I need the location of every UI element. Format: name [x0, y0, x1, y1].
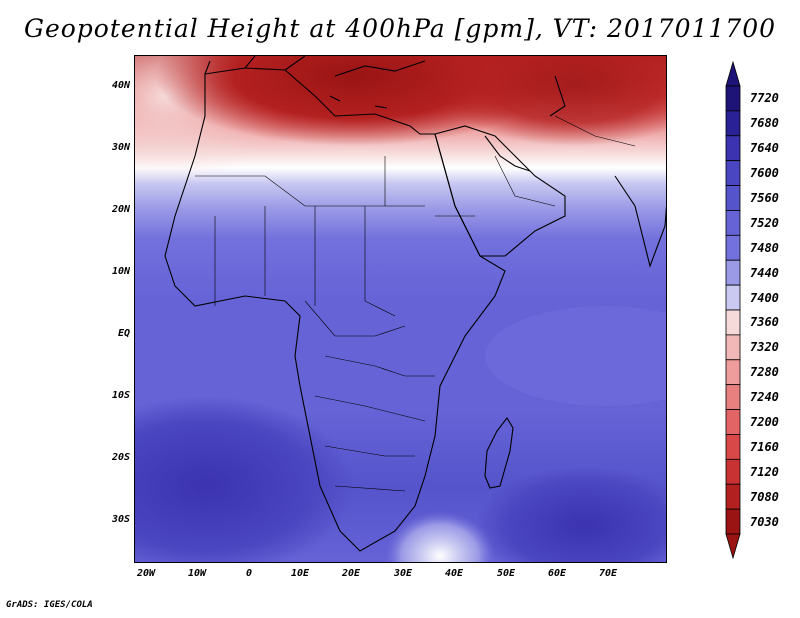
colorbar-label: 7480	[750, 240, 779, 255]
lat-label-10n: 10N	[111, 266, 130, 277]
colorbar	[725, 60, 741, 560]
lon-label-50e: 50E	[496, 568, 516, 579]
lon-label-10w: 10W	[187, 568, 207, 579]
colorbar-label: 7520	[750, 215, 779, 230]
colorbar-bottom-arrow	[725, 533, 741, 560]
colorbar-label: 7680	[750, 116, 779, 131]
colorbar-label: 7280	[750, 365, 779, 380]
map-panel	[134, 55, 667, 563]
colorbar-label: 7160	[750, 439, 779, 454]
geopotential-field	[135, 56, 666, 562]
colorbar-swatch	[725, 85, 741, 112]
coastlines	[164, 56, 666, 552]
colorbar-label: 7640	[750, 141, 779, 156]
map-title: Geopotential Height at 400hPa [gpm], VT:…	[23, 14, 777, 43]
lat-label-40n: 40N	[111, 80, 130, 91]
colorbar-swatch	[725, 409, 741, 435]
colorbar-swatch	[725, 309, 741, 336]
colorbar-swatch	[725, 458, 741, 485]
colorbar-swatch	[725, 234, 741, 261]
colorbar-swatch	[725, 384, 741, 410]
colorbar-swatch	[725, 135, 741, 162]
lon-label-70e: 70E	[598, 568, 618, 579]
colorbar-label: 7080	[750, 489, 779, 504]
colorbar-label: 7360	[750, 315, 779, 330]
colorbar-swatch	[725, 160, 741, 186]
colorbar-label: 7600	[750, 166, 779, 181]
lat-label-30s: 30S	[111, 514, 130, 525]
colorbar-label: 7320	[750, 340, 779, 355]
lat-label-10s: 10S	[111, 390, 130, 401]
colorbar-label: 7560	[750, 191, 779, 205]
colorbar-swatch	[725, 359, 741, 386]
lon-label-0: 0	[245, 568, 253, 579]
lat-label-20s: 20S	[111, 452, 130, 463]
lat-label-20n: 20N	[111, 204, 130, 215]
lat-label-eq: EQ	[117, 328, 130, 339]
lat-label-30n: 30N	[111, 142, 130, 153]
colorbar-label: 7720	[750, 91, 779, 106]
lon-label-60e: 60E	[547, 568, 567, 579]
colorbar-label: 7120	[750, 464, 779, 479]
colorbar-swatch	[725, 185, 741, 211]
colorbar-swatch	[725, 334, 741, 361]
lon-label-20e: 20E	[341, 568, 361, 579]
colorbar-swatch	[725, 483, 741, 510]
colorbar-label: 7030	[750, 514, 779, 529]
footer-credit: GrADS: IGES/COLA	[6, 600, 93, 610]
colorbar-label: 7200	[750, 415, 779, 429]
colorbar-swatch	[725, 434, 741, 460]
political-borders	[195, 115, 636, 492]
colorbar-label: 7440	[750, 265, 779, 280]
lon-label-20w: 20W	[136, 568, 156, 579]
lon-label-30e: 30E	[393, 568, 413, 579]
colorbar-top-arrow	[725, 60, 741, 87]
colorbar-swatch	[725, 110, 741, 137]
colorbar-label: 7240	[750, 390, 779, 405]
colorbar-label: 7400	[750, 290, 779, 305]
lon-label-10e: 10E	[290, 568, 310, 579]
colorbar-swatch	[725, 210, 741, 236]
colorbar-swatch	[725, 284, 741, 311]
colorbar-swatch	[725, 259, 741, 286]
lon-label-40e: 40E	[444, 568, 464, 579]
colorbar-swatch	[725, 508, 741, 535]
